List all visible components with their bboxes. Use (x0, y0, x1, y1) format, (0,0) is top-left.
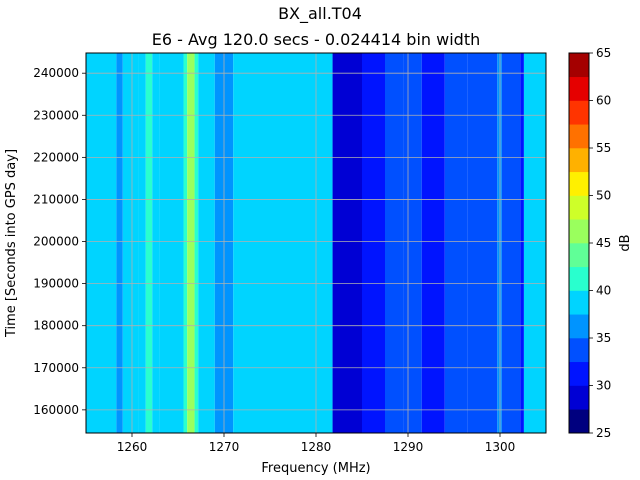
chart-subtitle: E6 - Avg 120.0 secs - 0.024414 bin width (152, 30, 480, 49)
heatmap-band (233, 53, 333, 433)
y-tick-label: 200000 (33, 235, 79, 249)
colorbar-tick-label: 60 (596, 94, 611, 108)
heatmap-band (86, 53, 117, 433)
y-tick-label: 170000 (33, 361, 79, 375)
heatmap-band (403, 53, 422, 433)
heatmap-band (497, 53, 502, 433)
colorbar (569, 53, 589, 434)
colorbar-level (569, 53, 589, 78)
colorbar-level (569, 361, 589, 386)
colorbar-level (569, 124, 589, 149)
y-tick-label: 160000 (33, 403, 79, 417)
grid-lines (86, 53, 546, 433)
colorbar-level (569, 409, 589, 434)
y-tick-label: 190000 (33, 277, 79, 291)
colorbar-tick-label: 45 (596, 236, 611, 250)
colorbar-tick-label: 35 (596, 331, 611, 345)
heatmap-band (145, 53, 153, 433)
heatmap-band (523, 53, 546, 433)
colorbar-tick-label: 25 (596, 426, 611, 440)
heatmap-band (501, 53, 521, 433)
colorbar-level (569, 338, 589, 363)
y-tick-label: 220000 (33, 150, 79, 164)
colorbar-ticks: 25 30 35 40 45 50 55 60 65 (589, 46, 611, 440)
heatmap-band (138, 53, 146, 433)
colorbar-level (569, 76, 589, 101)
heatmap-band (122, 53, 139, 433)
colorbar-tick-label: 50 (596, 189, 611, 203)
colorbar-level (569, 266, 589, 291)
y-tick-label: 210000 (33, 192, 79, 206)
heatmap-band (362, 53, 385, 433)
heatmap-band (385, 53, 404, 433)
x-axis-label: Frequency (MHz) (261, 461, 370, 476)
colorbar-label: dB (618, 234, 633, 251)
x-tick-label: 1260 (117, 440, 148, 454)
heatmap-band (467, 53, 498, 433)
colorbar-level (569, 290, 589, 315)
heatmap-band (194, 53, 199, 433)
y-tick-label: 180000 (33, 319, 79, 333)
y-axis-ticks: 160000 170000 180000 190000 200000 210000 2200… (33, 66, 86, 417)
colorbar-level (569, 243, 589, 268)
y-tick-label: 230000 (33, 108, 79, 122)
colorbar-level (569, 171, 589, 196)
heatmap-band (187, 53, 195, 433)
colorbar-level (569, 314, 589, 339)
colorbar-tick-label: 40 (596, 284, 611, 298)
x-axis-ticks: 1260 1270 1280 1290 1300 (117, 433, 516, 454)
y-axis-label: Time [Seconds into GPS day] (4, 149, 19, 338)
colorbar-level (569, 148, 589, 173)
x-tick-label: 1280 (301, 440, 332, 454)
plot-area (86, 53, 546, 433)
colorbar-level (569, 100, 589, 125)
colorbar-level (569, 385, 589, 410)
heatmap-band (421, 53, 445, 433)
x-tick-label: 1300 (485, 440, 516, 454)
heatmap-band (159, 53, 184, 433)
heatmap-band (183, 53, 188, 433)
x-tick-label: 1270 (209, 440, 240, 454)
heatmap-band (198, 53, 215, 433)
colorbar-tick-label: 55 (596, 141, 611, 155)
heatmap-band (444, 53, 468, 433)
y-tick-label: 240000 (33, 66, 79, 80)
colorbar-tick-label: 30 (596, 379, 611, 393)
colorbar-tick-label: 65 (596, 46, 611, 60)
heatmap-band (332, 53, 362, 433)
colorbar-level (569, 195, 589, 220)
colorbar-level (569, 219, 589, 244)
heatmap-band (520, 53, 524, 433)
heatmap-band (152, 53, 160, 433)
x-tick-label: 1290 (393, 440, 424, 454)
heatmap-band (116, 53, 123, 433)
chart-title: BX_all.T04 (278, 4, 362, 24)
